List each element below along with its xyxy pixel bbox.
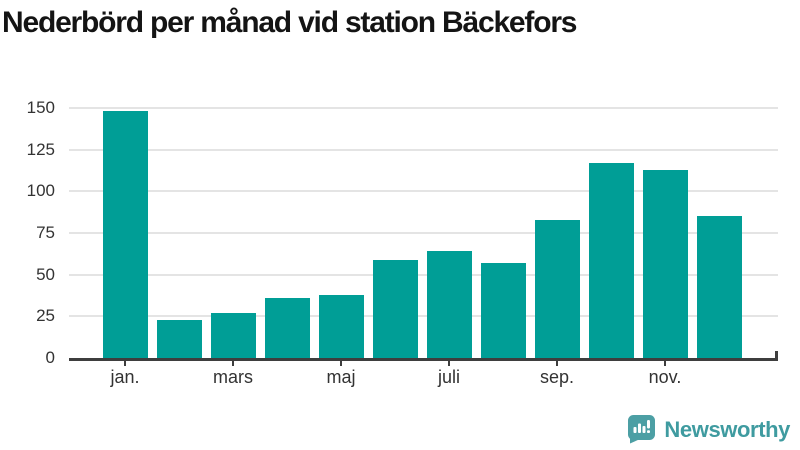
x-tick-label-nov.: nov.: [648, 367, 682, 387]
gridline-75: [69, 232, 778, 234]
y-tick-label-50: 50: [36, 264, 55, 284]
gridline-25: [69, 315, 778, 318]
gridline-50: [69, 273, 778, 276]
chart-title: Nederbörd per månad vid station Bäckefor…: [2, 6, 577, 39]
bar-jan.: [102, 111, 148, 358]
newsworthy-wordmark: Newsworthy: [664, 416, 790, 442]
bar-apr.: [264, 298, 310, 358]
bar-juni: [372, 259, 418, 358]
bar-nov.: [642, 169, 688, 358]
y-tick-label-0: 0: [45, 348, 55, 367]
bar-dec.: [696, 216, 742, 358]
bar-aug.: [480, 263, 526, 358]
x-tick-label-sep.: sep.: [539, 367, 575, 387]
x-tick-mark-sep.: [556, 360, 558, 366]
y-tick-label-100: 100: [26, 181, 55, 201]
newsworthy-speech-bubble-icon: [628, 415, 656, 444]
y-tick-label-25: 25: [36, 306, 55, 326]
x-tick-mark-mars: [232, 360, 234, 366]
gridline-150: [69, 107, 778, 109]
bar-juli: [426, 251, 472, 358]
x-tick-label-mars: mars: [213, 367, 253, 387]
x-tick-mark-jan.: [124, 360, 126, 366]
newsworthy-logo: Newsworthy: [627, 414, 790, 444]
x-tick-mark-nov.: [664, 360, 666, 366]
x-axis-end-tick: [775, 351, 778, 358]
x-tick-label-juli: juli: [437, 367, 460, 387]
x-tick-label-jan.: jan.: [110, 367, 140, 387]
gridline-100: [69, 190, 778, 193]
y-tick-label-75: 75: [36, 223, 55, 242]
bar-mars: [210, 313, 256, 358]
gridline-125: [69, 148, 778, 151]
bar-feb.: [156, 319, 202, 358]
bar-maj: [318, 294, 364, 358]
y-tick-label-150: 150: [26, 98, 55, 117]
x-tick-label-maj: maj: [326, 367, 356, 387]
bar-okt.: [588, 163, 634, 358]
bar-sep.: [534, 219, 580, 358]
y-tick-label-125: 125: [26, 139, 55, 159]
x-tick-mark-maj: [340, 360, 342, 366]
plot-area: [69, 107, 778, 361]
x-tick-mark-juli: [448, 360, 450, 366]
